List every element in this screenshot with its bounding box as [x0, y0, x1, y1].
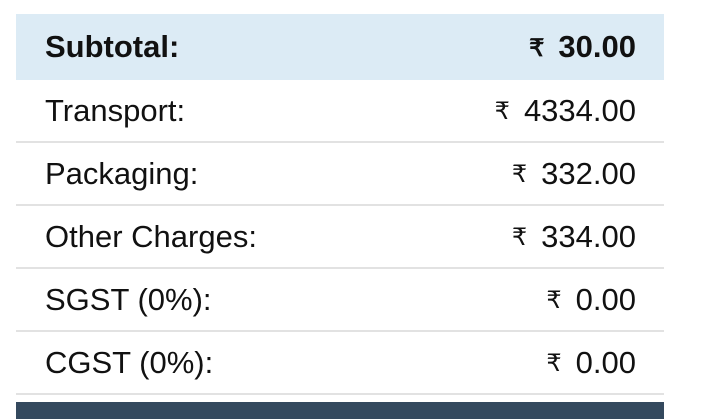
total-row-bar — [16, 402, 664, 419]
cgst-label: CGST (0%): — [45, 344, 214, 380]
other-charges-amount: ₹ 334.00 — [512, 219, 636, 255]
cgst-row: CGST (0%): ₹ 0.00 — [16, 332, 664, 395]
packaging-label: Packaging: — [45, 155, 199, 191]
transport-amount: ₹ 4334.00 — [495, 93, 636, 129]
other-charges-value: 334.00 — [541, 218, 636, 254]
subtotal-row: Subtotal: ₹ 30.00 — [16, 14, 664, 80]
other-charges-label: Other Charges: — [45, 218, 257, 254]
rupee-icon: ₹ — [546, 287, 562, 314]
packaging-row: Packaging: ₹ 332.00 — [16, 143, 664, 206]
transport-label: Transport: — [45, 92, 186, 128]
rupee-icon: ₹ — [511, 224, 528, 251]
rupee-icon: ₹ — [511, 161, 528, 188]
sgst-row: SGST (0%): ₹ 0.00 — [16, 269, 664, 332]
sgst-label: SGST (0%): — [45, 281, 212, 317]
charges-summary: Subtotal: ₹ 30.00 Transport: ₹ 4334.00 P… — [16, 14, 664, 395]
other-charges-row: Other Charges: ₹ 334.00 — [16, 206, 664, 269]
rupee-icon: ₹ — [494, 98, 510, 125]
packaging-amount: ₹ 332.00 — [512, 156, 636, 192]
transport-row: Transport: ₹ 4334.00 — [16, 80, 664, 143]
rupee-icon: ₹ — [546, 350, 562, 377]
sgst-value: 0.00 — [575, 281, 636, 317]
sgst-amount: ₹ 0.00 — [546, 282, 636, 318]
subtotal-amount: ₹ 30.00 — [529, 29, 636, 65]
cgst-amount: ₹ 0.00 — [546, 345, 636, 381]
packaging-value: 332.00 — [541, 155, 636, 191]
subtotal-value: 30.00 — [558, 29, 636, 64]
cgst-value: 0.00 — [575, 344, 636, 380]
rupee-icon: ₹ — [529, 34, 545, 62]
transport-value: 4334.00 — [523, 92, 636, 128]
subtotal-label: Subtotal: — [45, 29, 180, 64]
